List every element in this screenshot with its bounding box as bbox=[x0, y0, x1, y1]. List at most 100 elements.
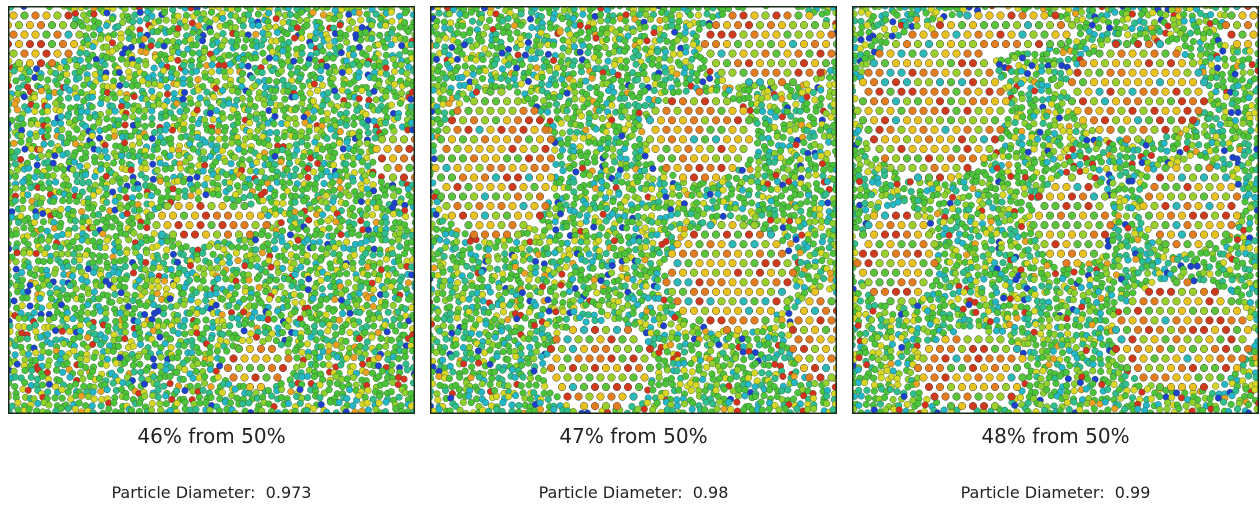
particle bbox=[102, 253, 109, 260]
particle bbox=[292, 347, 299, 354]
crystal-particle bbox=[10, 31, 18, 39]
particle bbox=[292, 166, 299, 173]
particle bbox=[363, 323, 370, 330]
particle bbox=[163, 286, 170, 293]
particle bbox=[74, 63, 81, 70]
particle bbox=[274, 136, 281, 143]
particle bbox=[810, 89, 817, 96]
particle bbox=[136, 330, 143, 337]
particle bbox=[78, 135, 85, 142]
particle bbox=[441, 19, 448, 26]
particle bbox=[222, 276, 229, 283]
crystal-particle bbox=[389, 155, 397, 163]
particle bbox=[511, 76, 518, 83]
particle bbox=[266, 257, 273, 264]
particle bbox=[157, 375, 164, 382]
particle bbox=[642, 186, 649, 193]
particle bbox=[574, 129, 581, 136]
particle bbox=[660, 82, 667, 89]
particle bbox=[235, 197, 242, 204]
crystal-particle bbox=[241, 202, 249, 210]
particle bbox=[130, 362, 137, 369]
particle bbox=[98, 403, 105, 410]
particle bbox=[284, 31, 291, 38]
particle bbox=[217, 337, 224, 344]
particle bbox=[284, 243, 291, 250]
particle bbox=[199, 308, 206, 315]
particle bbox=[390, 225, 397, 232]
particle bbox=[517, 35, 524, 42]
particle bbox=[77, 145, 84, 152]
particle bbox=[64, 315, 71, 322]
particle bbox=[537, 50, 544, 57]
crystal-particle bbox=[65, 31, 73, 39]
crystal-particle bbox=[389, 136, 397, 144]
particle bbox=[622, 126, 629, 133]
particle bbox=[214, 265, 221, 272]
particle bbox=[85, 56, 92, 63]
particle bbox=[469, 65, 476, 72]
particle bbox=[213, 16, 220, 23]
particle bbox=[318, 246, 325, 253]
particle bbox=[634, 178, 641, 185]
particle bbox=[44, 244, 51, 251]
particle bbox=[255, 184, 262, 191]
particle bbox=[14, 107, 21, 114]
particle bbox=[788, 136, 795, 143]
particle bbox=[346, 26, 353, 33]
particle bbox=[81, 82, 88, 89]
particle bbox=[412, 355, 419, 362]
particle bbox=[584, 159, 591, 166]
particle bbox=[38, 226, 45, 233]
particle bbox=[759, 108, 766, 115]
particle bbox=[149, 400, 156, 407]
particle bbox=[247, 192, 254, 199]
particle bbox=[188, 297, 195, 304]
particle bbox=[197, 400, 204, 407]
crystal-particle bbox=[257, 212, 265, 220]
particle bbox=[25, 241, 32, 248]
particle bbox=[187, 81, 194, 88]
particle bbox=[122, 263, 129, 270]
particle bbox=[123, 394, 130, 401]
particle bbox=[539, 5, 546, 12]
particle bbox=[102, 74, 109, 81]
particle bbox=[346, 68, 353, 75]
particle bbox=[181, 284, 188, 291]
particle bbox=[243, 37, 250, 44]
particle bbox=[426, 188, 433, 195]
particle bbox=[27, 131, 34, 138]
crystal-particle bbox=[246, 212, 254, 220]
particle bbox=[253, 31, 260, 38]
particle bbox=[349, 205, 356, 212]
particle bbox=[125, 303, 132, 310]
particle bbox=[193, 68, 200, 75]
particle bbox=[546, 67, 553, 74]
crystal-particle bbox=[406, 164, 414, 172]
particle bbox=[351, 148, 358, 155]
particle bbox=[181, 126, 188, 133]
particle bbox=[161, 9, 168, 16]
particle bbox=[326, 43, 333, 50]
particle bbox=[826, 133, 833, 140]
particle bbox=[78, 108, 85, 115]
particle bbox=[365, 191, 372, 198]
particle bbox=[525, 78, 532, 85]
particle bbox=[215, 128, 222, 135]
particle bbox=[98, 153, 105, 160]
particle bbox=[162, 127, 169, 134]
particle bbox=[797, 156, 804, 163]
particle bbox=[766, 153, 773, 160]
particle bbox=[104, 10, 111, 17]
particle bbox=[220, 15, 227, 22]
particle bbox=[319, 321, 326, 328]
particle bbox=[298, 133, 305, 140]
crystal-particle bbox=[26, 21, 34, 29]
particle bbox=[12, 374, 19, 381]
particle bbox=[141, 311, 148, 318]
particle bbox=[820, 173, 827, 180]
particle bbox=[269, 67, 276, 74]
particle bbox=[197, 95, 204, 102]
particle bbox=[65, 231, 72, 238]
particle bbox=[89, 252, 96, 259]
